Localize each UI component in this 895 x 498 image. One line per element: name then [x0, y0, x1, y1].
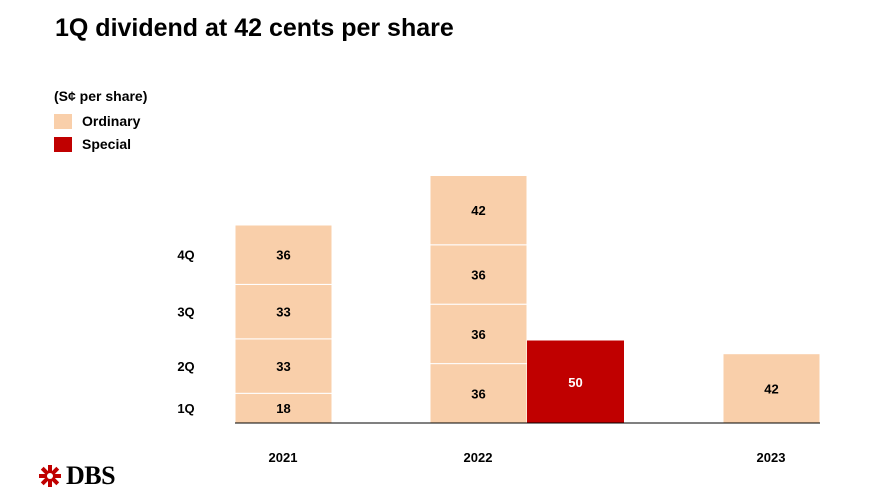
data-label-2022-2: 36	[471, 268, 485, 283]
logo-text: DBS	[66, 461, 116, 490]
bar-2022-ordinary-1	[429, 303, 528, 365]
legend-swatch-special	[54, 136, 72, 152]
data-label-2023-0: 42	[764, 381, 778, 396]
data-label-2022-special-0: 50	[568, 375, 582, 390]
dbs-logo-icon	[39, 465, 61, 487]
bar-2021-ordinary-3	[234, 224, 333, 285]
data-label-2021-2: 33	[276, 305, 290, 320]
legend-item-special: Special	[54, 136, 131, 152]
row-label-3Q: 3Q	[177, 305, 194, 320]
bar-2021-ordinary-1	[234, 338, 333, 394]
x-axis-label-2023: 2023	[757, 450, 786, 465]
page-title: 1Q dividend at 42 cents per share	[55, 14, 454, 42]
bar-2021-ordinary-0	[234, 392, 333, 424]
bar-2022-ordinary-2	[429, 244, 528, 305]
data-label-2021-3: 36	[276, 248, 290, 263]
row-label-1Q: 1Q	[177, 401, 194, 416]
row-label-4Q: 4Q	[177, 248, 194, 263]
legend-item-ordinary: Ordinary	[54, 113, 140, 129]
dbs-logo: DBS	[38, 461, 116, 490]
bar-2022-ordinary-3	[429, 175, 528, 246]
unit-label: (S¢ per share)	[54, 88, 148, 104]
data-label-2021-1: 33	[276, 359, 290, 374]
bar-2022-special-0	[527, 340, 624, 423]
data-label-2022-1: 36	[471, 327, 485, 342]
data-label-2022-0: 36	[471, 386, 485, 401]
legend-label-special: Special	[82, 136, 132, 152]
bar-2022-ordinary-0	[429, 363, 528, 424]
data-label-2022-3: 42	[471, 203, 485, 218]
bar-2023-ordinary-0	[722, 353, 821, 424]
legend-label-ordinary: Ordinary	[82, 113, 141, 129]
legend-swatch-ordinary	[54, 113, 72, 129]
row-label-2Q: 2Q	[177, 359, 194, 374]
data-label-2021-0: 18	[276, 401, 290, 416]
bar-2021-ordinary-2	[234, 283, 333, 340]
x-axis-label-2021: 2021	[269, 450, 298, 465]
x-axis-label-2022: 2022	[464, 450, 493, 465]
